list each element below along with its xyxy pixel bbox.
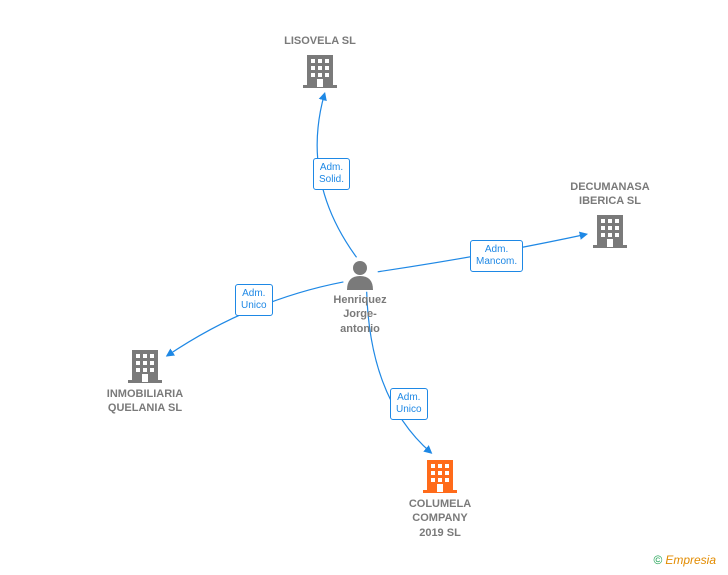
company-label-lisovela: LISOVELA SL: [260, 34, 380, 48]
edge-label-inmobiliaria: Adm. Unico: [235, 284, 273, 316]
diagram-canvas: [0, 0, 728, 575]
company-label-decumanasa: DECUMANASA IBERICA SL: [550, 180, 670, 209]
edge-label-columela: Adm. Unico: [390, 388, 428, 420]
credit-text: Empresia: [665, 553, 716, 567]
company-label-columela: COLUMELA COMPANY 2019 SL: [380, 497, 500, 540]
center-person-label: Henriquez Jorge- antonio: [315, 293, 405, 336]
edge-label-decumanasa: Adm. Mancom.: [470, 240, 523, 272]
building-icon-columela: [423, 460, 457, 493]
credit-watermark: ©Empresia: [653, 553, 716, 567]
building-icon-lisovela: [303, 55, 337, 88]
company-label-inmobiliaria: INMOBILIARIA QUELANIA SL: [85, 387, 205, 416]
building-icon-inmobiliaria: [128, 350, 162, 383]
building-icon-decumanasa: [593, 215, 627, 248]
copyright-symbol: ©: [653, 553, 662, 567]
edge-label-lisovela: Adm. Solid.: [313, 158, 350, 190]
